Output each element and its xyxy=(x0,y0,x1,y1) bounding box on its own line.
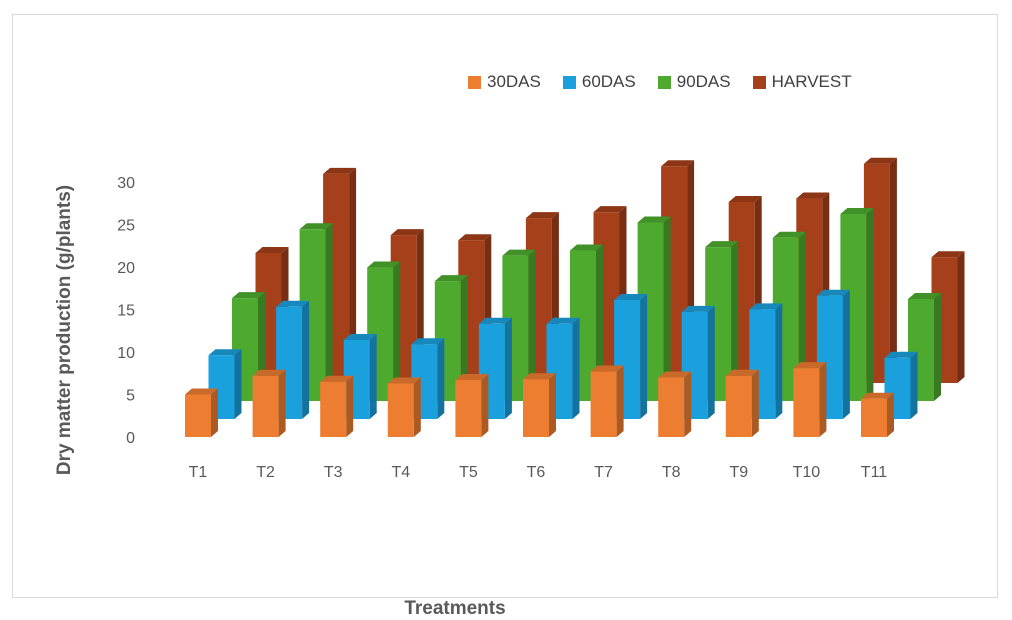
y-tick-label: 20 xyxy=(117,260,135,277)
legend-label: HARVEST xyxy=(771,72,852,91)
legend-label: 60DAS xyxy=(581,72,636,91)
y-tick-label: 0 xyxy=(126,430,135,447)
bar-30das-t2 xyxy=(252,369,286,437)
bar-30das-t8 xyxy=(658,371,692,437)
x-tick-label: T7 xyxy=(594,464,613,481)
chart-legend: 30DAS 60DAS 90DAS HARVEST xyxy=(468,72,852,92)
x-axis-title: Treatments xyxy=(404,598,506,619)
legend-swatch xyxy=(752,75,766,89)
bar-harvest-t11 xyxy=(931,251,965,383)
x-tick-label: T10 xyxy=(793,464,821,481)
bar-30das-t4 xyxy=(387,377,421,437)
bar-60das-t7 xyxy=(614,294,648,419)
legend-label: 90DAS xyxy=(676,72,731,91)
y-tick-label: 5 xyxy=(126,388,135,405)
y-tick-label: 30 xyxy=(117,175,135,192)
x-tick-label: T3 xyxy=(324,464,343,481)
chart-plot: 0 5 10 15 20 25 30 T1 T2 T3 T4 T5 T6 T7 T8 T9 T10 T11 xyxy=(117,157,965,481)
legend-label: 30DAS xyxy=(487,72,541,91)
bar-60das-t9 xyxy=(749,303,783,419)
legend-swatch xyxy=(562,75,576,89)
legend-item-30das: 30DAS xyxy=(468,72,541,92)
x-tick-label: T11 xyxy=(861,464,887,481)
chart-frame: 0 5 10 15 20 25 30 T1 T2 T3 T4 T5 T6 T7 T8 T9 T10 T11 30D… xyxy=(12,14,998,619)
x-tick-label: T6 xyxy=(527,464,546,481)
bar-30das-t11 xyxy=(861,392,894,437)
legend-item-60das: 60DAS xyxy=(562,72,636,92)
x-tick-label: T9 xyxy=(729,464,748,481)
bar-60das-t2 xyxy=(276,300,310,419)
y-tick-label: 25 xyxy=(117,218,135,235)
y-axis-title: Dry matter production (g/plants) xyxy=(54,184,75,476)
legend-item-90das: 90DAS xyxy=(657,72,731,92)
x-tick-label: T1 xyxy=(189,464,208,481)
bar-60das-t8 xyxy=(681,305,715,419)
legend-swatch xyxy=(657,75,671,89)
legend-item-harvest: HARVEST xyxy=(752,72,852,92)
x-tick-label: T5 xyxy=(459,464,478,481)
bar-30das-t1 xyxy=(185,388,218,437)
bar-30das-t10 xyxy=(793,362,827,437)
bar-30das-t3 xyxy=(320,375,354,437)
y-tick-label: 15 xyxy=(117,303,135,320)
legend-swatch xyxy=(468,75,481,89)
bar-30das-t6 xyxy=(523,373,556,437)
bar-30das-t7 xyxy=(590,365,624,437)
bar-30das-t9 xyxy=(725,369,759,437)
bar-30das-t5 xyxy=(455,374,489,437)
x-tick-label: T2 xyxy=(256,464,275,481)
y-tick-label: 10 xyxy=(117,345,135,362)
bar-60das-t10 xyxy=(816,289,850,419)
x-tick-label: T4 xyxy=(391,464,410,481)
x-tick-label: T8 xyxy=(662,464,681,481)
